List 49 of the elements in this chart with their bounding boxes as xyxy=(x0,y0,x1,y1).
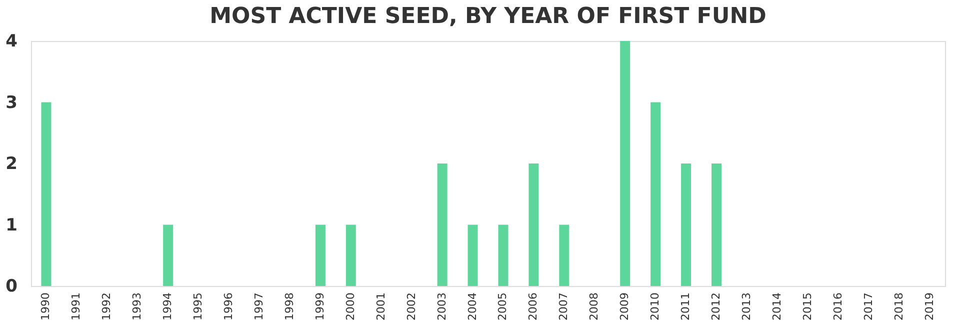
x-tick-label: 2009 xyxy=(618,292,632,320)
x-tick-label: 2006 xyxy=(526,292,540,320)
bar xyxy=(498,224,508,286)
bar xyxy=(620,41,630,286)
x-tick-label: 2019 xyxy=(922,292,936,320)
chart-title: MOST ACTIVE SEED, BY YEAR OF FIRST FUND xyxy=(210,4,766,29)
y-tick-label: 4 xyxy=(6,32,18,52)
x-tick-label: 2012 xyxy=(710,292,722,320)
x-tick-label: 2005 xyxy=(496,292,510,320)
bar xyxy=(437,164,448,286)
x-tick-label: 2011 xyxy=(679,292,692,320)
x-tick-label: 2004 xyxy=(466,292,479,320)
x-tick-label: 1997 xyxy=(252,292,266,320)
x-tick-label: 1990 xyxy=(39,292,52,320)
x-tick-label: 2008 xyxy=(588,292,601,320)
bar xyxy=(650,102,661,286)
x-tick-label: 2003 xyxy=(435,292,448,320)
x-tick-label: 1993 xyxy=(130,292,144,320)
x-tick-label: 2013 xyxy=(740,292,753,320)
x-tick-label: 1998 xyxy=(282,292,296,320)
bar xyxy=(559,224,570,286)
x-tick-label: 2018 xyxy=(892,292,906,320)
y-tick-label: 2 xyxy=(6,154,18,174)
bar xyxy=(41,102,52,286)
x-tick-label: 2017 xyxy=(862,292,875,320)
x-tick-label: 1992 xyxy=(100,292,114,320)
y-tick-label: 3 xyxy=(6,92,18,113)
bar xyxy=(712,164,722,286)
x-tick-label: 2010 xyxy=(648,292,662,320)
bar xyxy=(468,224,478,286)
x-tick-label: 2014 xyxy=(770,292,784,320)
x-tick-label: 2000 xyxy=(344,292,357,320)
x-tick-label: 2016 xyxy=(831,292,844,320)
x-tick-label: 1994 xyxy=(161,292,174,320)
x-tick-label: 1999 xyxy=(313,292,326,320)
bar xyxy=(681,164,692,286)
bar xyxy=(346,224,356,286)
x-tick-label: 2002 xyxy=(404,292,418,320)
x-tick-label: 1996 xyxy=(222,292,236,320)
bar xyxy=(163,224,174,286)
bar xyxy=(315,224,326,286)
y-tick-label: 1 xyxy=(6,215,18,236)
x-tick-label: 1991 xyxy=(70,292,83,320)
x-tick-label: 1995 xyxy=(192,292,205,320)
x-tick-label: 2001 xyxy=(374,292,388,320)
x-tick-label: 2015 xyxy=(800,292,814,320)
bar xyxy=(528,164,539,286)
x-tick-label: 2007 xyxy=(557,292,570,320)
y-tick-label: 0 xyxy=(6,276,18,296)
